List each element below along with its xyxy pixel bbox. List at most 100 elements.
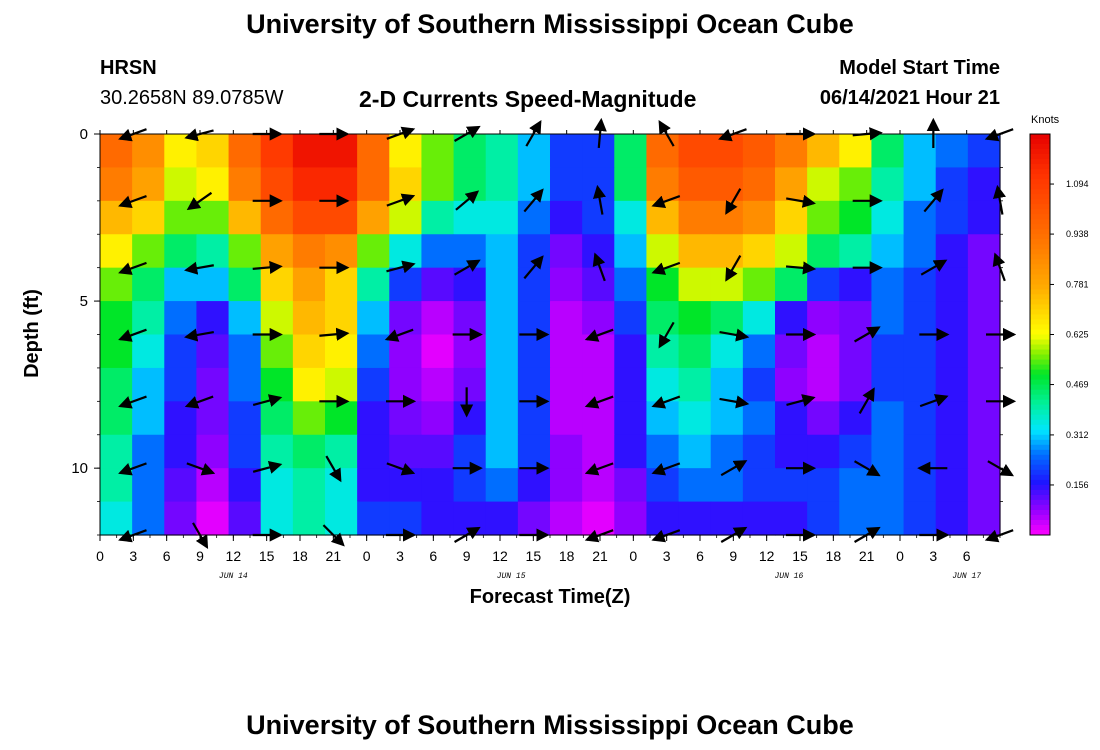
current-arrow	[651, 261, 681, 275]
heat-cell	[839, 501, 873, 536]
heat-cell	[196, 134, 230, 169]
heat-cell	[228, 267, 262, 302]
heat-cell	[292, 167, 326, 202]
colorbar-segment	[1030, 314, 1050, 320]
current-arrow	[453, 259, 481, 276]
colorbar-segment	[1030, 444, 1050, 451]
heat-cell	[742, 200, 776, 235]
heat-cell	[389, 367, 423, 402]
date-label: JUN 14	[219, 572, 248, 581]
heat-cell	[260, 267, 294, 302]
x-tick-label: 18	[826, 548, 842, 564]
heat-cell	[550, 367, 583, 402]
current-arrow	[584, 328, 614, 342]
heat-cell	[132, 367, 165, 402]
colorbar-segment	[1030, 434, 1050, 441]
x-tick-label: 15	[526, 548, 542, 564]
heat-cell	[710, 167, 744, 202]
x-tick-label: 18	[292, 548, 308, 564]
x-tick-label: 6	[963, 548, 971, 564]
heat-cell	[485, 234, 519, 269]
current-arrow	[118, 328, 147, 342]
y-tick-label: 5	[80, 293, 88, 310]
heat-cell	[453, 401, 487, 436]
current-arrow	[386, 193, 416, 207]
heat-cell	[357, 468, 390, 503]
current-arrow	[584, 395, 614, 409]
current-arrow	[118, 462, 147, 476]
heat-cell	[357, 401, 390, 436]
heat-cell	[485, 134, 519, 169]
colorbar-segment	[1030, 239, 1050, 245]
x-tick-label: 9	[729, 548, 737, 564]
heat-cell	[839, 234, 873, 269]
heat-cell	[292, 267, 326, 302]
colorbar-segment	[1030, 294, 1050, 300]
heat-cell	[389, 401, 423, 436]
colorbar-segment	[1030, 144, 1050, 150]
colorbar-segment	[1030, 439, 1050, 446]
heat-cell	[292, 501, 326, 536]
heat-cell	[742, 134, 776, 169]
heat-cell	[196, 334, 230, 369]
heat-cell	[325, 234, 358, 269]
heat-cell	[967, 234, 1001, 269]
heat-cell	[453, 301, 487, 336]
heat-cell	[710, 367, 744, 402]
heat-cell	[453, 200, 487, 235]
heat-cell	[325, 468, 358, 503]
heat-cell	[839, 200, 873, 235]
heat-cell	[485, 167, 519, 202]
heat-cell	[550, 434, 583, 469]
colorbar-tick-label: 0.625	[1066, 330, 1089, 340]
heat-cell	[260, 334, 294, 369]
current-arrow	[786, 394, 816, 407]
heat-cell	[550, 134, 583, 169]
heat-cell	[100, 267, 133, 302]
colorbar-segment	[1030, 429, 1050, 436]
colorbar-tick-label: 1.094	[1066, 179, 1089, 189]
heat-cell	[807, 367, 840, 402]
current-arrow	[920, 259, 948, 276]
heat-cell	[485, 501, 519, 536]
heat-cell	[260, 501, 294, 536]
heat-cell	[582, 267, 615, 302]
heat-cell	[517, 434, 551, 469]
heat-cell	[935, 401, 969, 436]
current-arrow	[252, 461, 283, 474]
heat-cell	[260, 167, 294, 202]
heat-cell	[839, 167, 873, 202]
x-tick-label: 21	[859, 548, 875, 564]
colorbar-tick-label: 0.312	[1066, 430, 1089, 440]
heat-cell	[903, 200, 937, 235]
colorbar-segment	[1030, 309, 1050, 315]
heat-cell	[132, 501, 165, 536]
heat-cell	[646, 434, 680, 469]
heat-cell	[903, 167, 937, 202]
heat-cell	[967, 501, 1001, 536]
heat-cell	[903, 267, 937, 302]
heat-cell	[775, 401, 808, 436]
heat-cell	[325, 134, 358, 169]
heat-cell	[260, 468, 294, 503]
heat-cell	[100, 334, 133, 369]
heat-cell	[807, 301, 840, 336]
heat-cell	[421, 501, 455, 536]
heat-cell	[196, 200, 230, 235]
heat-cell	[678, 501, 712, 536]
x-tick-label: 15	[792, 548, 808, 564]
heat-cell	[903, 234, 937, 269]
heat-cell	[228, 167, 262, 202]
heat-cell	[742, 501, 776, 536]
colorbar-segment	[1030, 374, 1050, 381]
current-arrow	[853, 326, 881, 343]
heat-cell	[389, 167, 423, 202]
heat-cell	[260, 367, 294, 402]
colorbar-segment	[1030, 494, 1050, 501]
heat-cell	[678, 167, 712, 202]
heat-cell	[550, 501, 583, 536]
heat-cell	[517, 301, 551, 336]
heat-cell	[389, 134, 423, 169]
heat-cell	[260, 134, 294, 169]
heat-cell	[357, 200, 390, 235]
